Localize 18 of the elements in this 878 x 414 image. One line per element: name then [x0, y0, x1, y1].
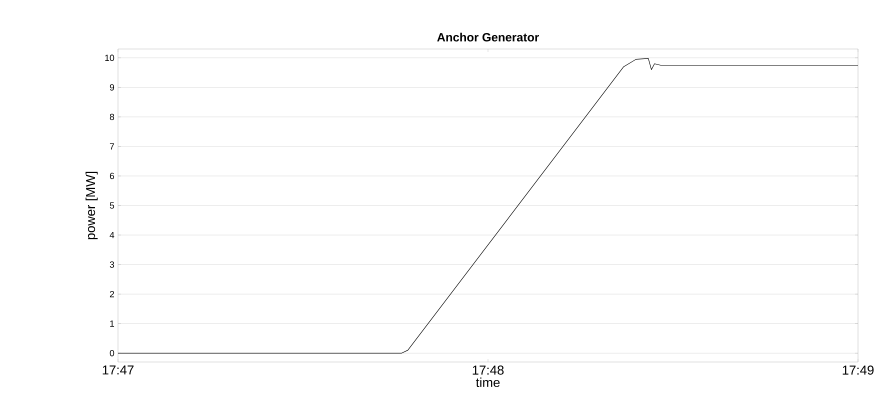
chart-title: Anchor Generator — [437, 32, 539, 42]
y-tick-label: 9 — [110, 84, 114, 91]
y-tick-label: 1 — [110, 320, 114, 327]
y-tick-label: 2 — [110, 290, 114, 298]
y-tick-label: 6 — [110, 172, 114, 180]
y-tick-label: 7 — [110, 143, 114, 150]
y-tick-label: 4 — [110, 232, 114, 238]
x-tick-label: 17:49 — [842, 366, 874, 375]
x-tick-label: 17:47 — [102, 366, 134, 374]
y-tick-label: 0 — [110, 350, 114, 356]
y-tick-label: 5 — [110, 202, 114, 209]
line-series — [118, 58, 858, 354]
y-tick-label: 3 — [110, 261, 114, 268]
y-tick-label: 8 — [110, 114, 114, 120]
x-tick-label: 17:48 — [472, 366, 504, 375]
y-axis-title: power [MW] — [86, 172, 98, 240]
x-axis-title: time — [476, 378, 500, 388]
y-tick-label: 10 — [105, 54, 114, 62]
